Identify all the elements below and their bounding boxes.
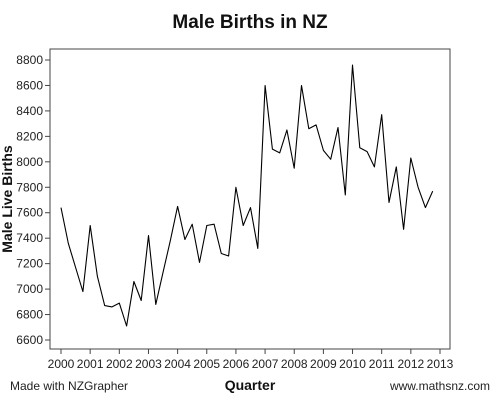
y-axis-label: Male Live Births bbox=[0, 145, 15, 253]
y-tick-label: 8200 bbox=[16, 129, 43, 143]
series-line bbox=[60, 64, 434, 327]
x-axis: 2000 2001 2002 2003 2004 2005 2006 2007 2008 2009… bbox=[48, 349, 454, 371]
x-tick-label: 2013 bbox=[427, 357, 454, 371]
footer-left-credit: Made with NZGrapher bbox=[10, 379, 128, 393]
x-tick-label: 2012 bbox=[397, 357, 424, 371]
x-tick-label: 2000 bbox=[48, 357, 75, 371]
y-tick-label: 7000 bbox=[16, 282, 43, 296]
y-tick-label: 6800 bbox=[16, 308, 43, 322]
y-tick-label: 8800 bbox=[16, 53, 43, 67]
x-tick-label: 2010 bbox=[339, 357, 366, 371]
y-tick-label: 7800 bbox=[16, 180, 43, 194]
chart-title: Male Births in NZ bbox=[172, 12, 328, 33]
plot-frame bbox=[49, 48, 451, 350]
x-tick-label: 2001 bbox=[77, 357, 104, 371]
x-axis-label: Quarter bbox=[225, 377, 276, 393]
x-tick-label: 2011 bbox=[369, 357, 395, 371]
y-tick-label: 7200 bbox=[16, 257, 43, 271]
x-tick-label: 2002 bbox=[106, 357, 133, 371]
x-tick-label: 2009 bbox=[310, 357, 337, 371]
x-tick-label: 2004 bbox=[164, 357, 191, 371]
x-tick-label: 2006 bbox=[223, 357, 250, 371]
x-tick-label: 2005 bbox=[193, 357, 220, 371]
x-tick-label: 2007 bbox=[252, 357, 279, 371]
y-tick-label: 8600 bbox=[16, 78, 43, 92]
footer-right-credit: www.mathsnz.com bbox=[389, 379, 490, 393]
y-axis: 6600 6800 7000 7200 7400 7600 7800 8000 8200 8400… bbox=[16, 53, 50, 347]
y-tick-label: 8000 bbox=[16, 155, 43, 169]
y-tick-label: 6600 bbox=[16, 333, 43, 347]
y-tick-label: 8400 bbox=[16, 104, 43, 118]
x-tick-label: 2003 bbox=[135, 357, 162, 371]
x-tick-label: 2008 bbox=[281, 357, 308, 371]
y-tick-label: 7600 bbox=[16, 206, 43, 220]
y-tick-label: 7400 bbox=[16, 231, 43, 245]
